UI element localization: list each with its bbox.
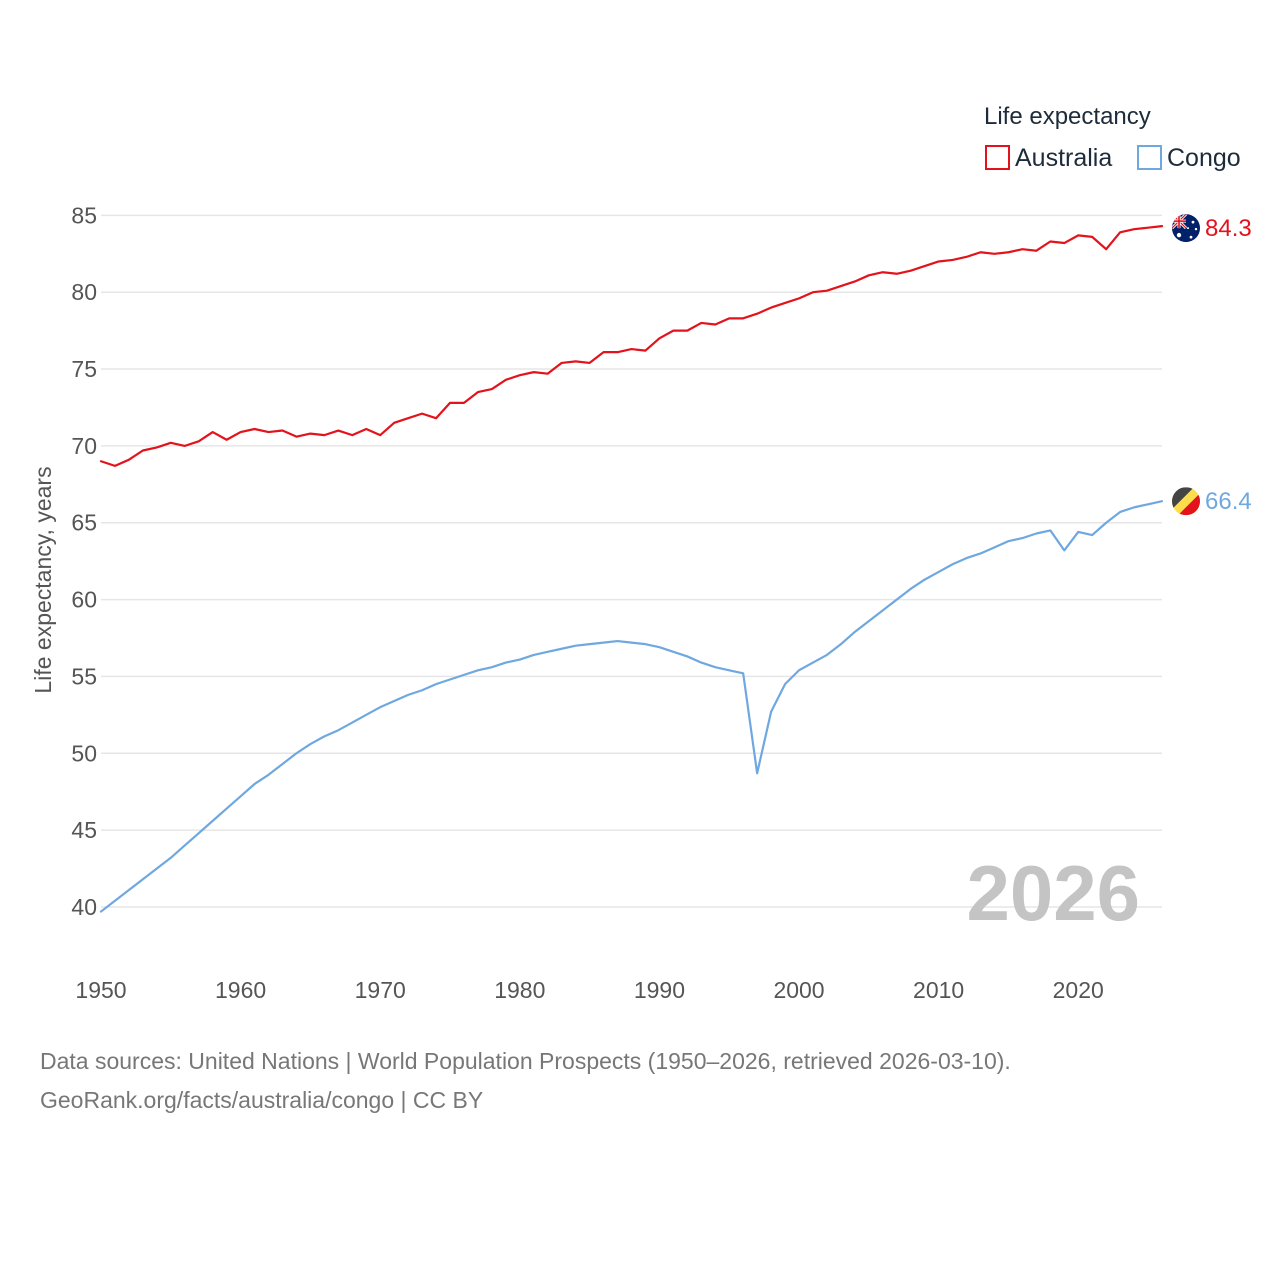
legend-item-australia[interactable]: Australia	[985, 144, 1112, 172]
y-tick-label: 70	[71, 433, 97, 459]
y-tick-label: 65	[71, 510, 97, 536]
x-tick-label: 1990	[634, 977, 685, 1003]
x-tick-label: 1980	[494, 977, 545, 1003]
australia-flag-icon	[1172, 214, 1200, 243]
x-tick-label: 2010	[913, 977, 964, 1003]
legend-label-australia: Australia	[1015, 144, 1112, 172]
y-axis-title: Life expectancy, years	[30, 466, 56, 693]
x-tick-label: 1960	[215, 977, 266, 1003]
y-tick-label: 55	[71, 663, 97, 689]
footer-attribution: GeoRank.org/facts/australia/congo | CC B…	[40, 1087, 484, 1113]
series-line-congo[interactable]	[99, 500, 1164, 913]
legend: Life expectancy Australia Congo	[984, 103, 1241, 172]
x-axis-ticks: 1950 1960 1970 1980 1990 2000 2010 2020	[75, 977, 1103, 1003]
y-tick-label: 75	[71, 356, 97, 382]
series-lines	[99, 225, 1164, 913]
x-tick-label: 2000	[773, 977, 824, 1003]
footer-sources: Data sources: United Nations | World Pop…	[40, 1048, 1011, 1074]
footer: Data sources: United Nations | World Pop…	[40, 1042, 1240, 1120]
y-tick-label: 45	[71, 817, 97, 843]
x-tick-label: 1950	[75, 977, 126, 1003]
legend-swatch-australia	[985, 145, 1010, 170]
y-tick-label: 60	[71, 587, 97, 613]
end-label-congo: 66.4	[1205, 488, 1252, 515]
year-watermark: 2026	[966, 849, 1140, 937]
x-tick-label: 1970	[355, 977, 406, 1003]
end-labels: 84.3 66.4	[1205, 215, 1252, 515]
y-axis-ticks: 40 45 50 55 60 65 70 75 80 85	[71, 202, 97, 920]
x-tick-label: 2020	[1053, 977, 1104, 1003]
legend-swatch-congo	[1137, 145, 1162, 170]
y-tick-label: 85	[71, 202, 97, 228]
series-line-australia[interactable]	[99, 225, 1164, 467]
end-label-australia: 84.3	[1205, 215, 1252, 242]
y-tick-label: 40	[71, 894, 97, 920]
gridlines	[101, 214, 1162, 908]
congo-flag-icon	[1172, 487, 1200, 516]
legend-label-congo: Congo	[1167, 144, 1241, 172]
y-tick-label: 50	[71, 740, 97, 766]
legend-title: Life expectancy	[984, 103, 1151, 130]
legend-item-congo[interactable]: Congo	[1137, 144, 1241, 172]
y-tick-label: 80	[71, 279, 97, 305]
